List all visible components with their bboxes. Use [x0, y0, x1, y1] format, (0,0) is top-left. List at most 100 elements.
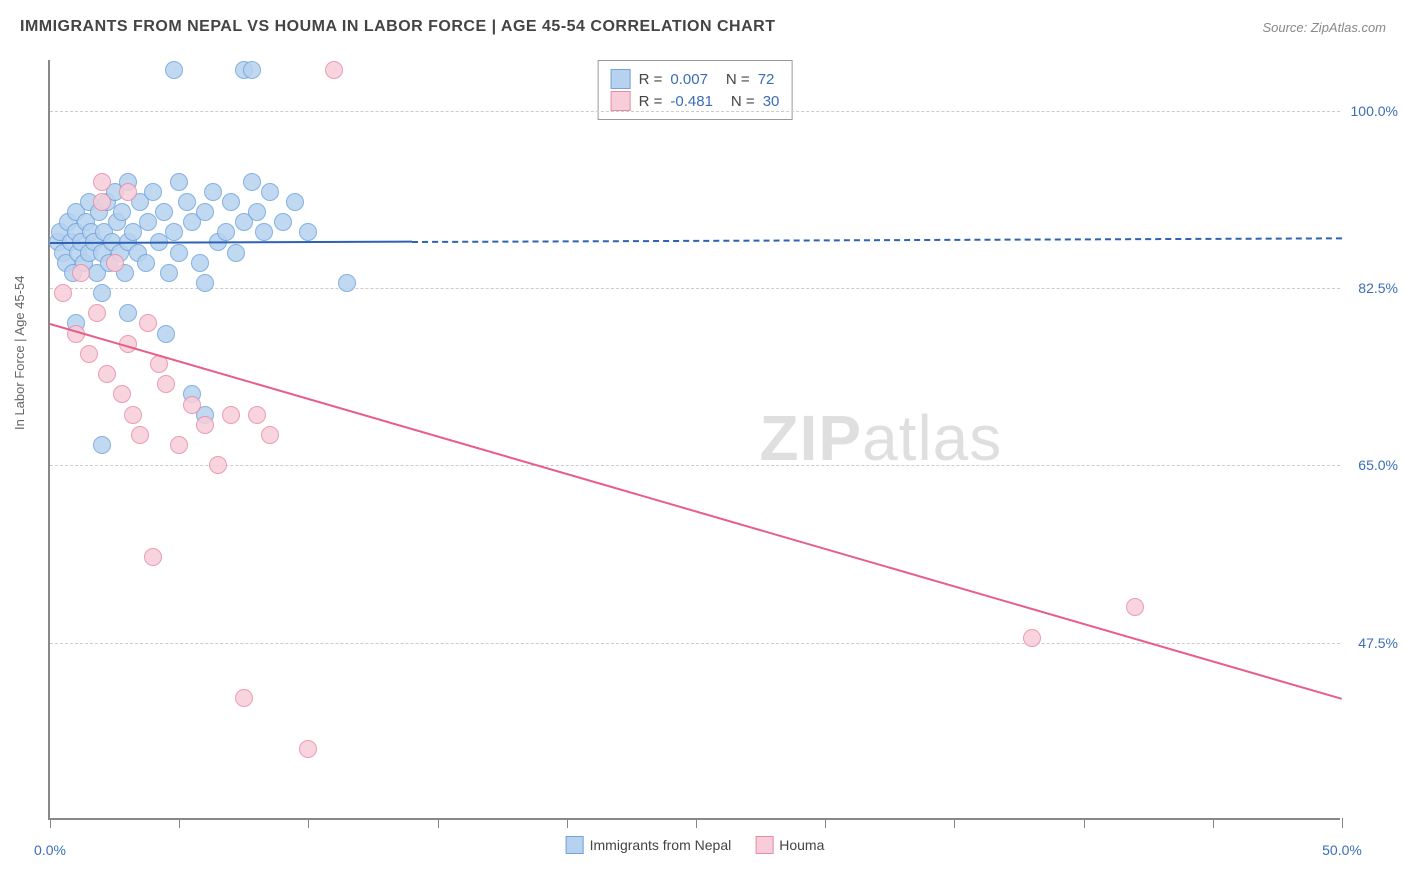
data-point	[165, 61, 183, 79]
x-tick	[825, 818, 826, 828]
data-point	[165, 223, 183, 241]
data-point	[144, 183, 162, 201]
data-point	[139, 314, 157, 332]
x-tick	[438, 818, 439, 828]
data-point	[160, 264, 178, 282]
data-point	[196, 203, 214, 221]
data-point	[255, 223, 273, 241]
data-point	[157, 375, 175, 393]
data-point	[170, 436, 188, 454]
y-tick-label: 65.0%	[1358, 457, 1398, 473]
data-point	[274, 213, 292, 231]
legend-r-label: R =	[639, 93, 663, 110]
chart-title: IMMIGRANTS FROM NEPAL VS HOUMA IN LABOR …	[20, 18, 775, 36]
watermark-light: atlas	[862, 402, 1002, 474]
data-point	[170, 173, 188, 191]
data-point	[204, 183, 222, 201]
data-point	[248, 203, 266, 221]
legend-row-houma: R = -0.481 N = 30	[611, 91, 780, 111]
series-swatch-nepal	[566, 836, 584, 854]
x-tick	[50, 818, 51, 828]
x-tick	[696, 818, 697, 828]
data-point	[1023, 629, 1041, 647]
trendline	[50, 323, 1343, 700]
data-point	[209, 456, 227, 474]
data-point	[124, 406, 142, 424]
legend-row-nepal: R = 0.007 N = 72	[611, 69, 780, 89]
data-point	[98, 365, 116, 383]
data-point	[119, 304, 137, 322]
data-point	[157, 325, 175, 343]
data-point	[217, 223, 235, 241]
data-point	[235, 689, 253, 707]
data-point	[183, 396, 201, 414]
data-point	[243, 61, 261, 79]
x-tick	[1084, 818, 1085, 828]
watermark: ZIPatlas	[760, 401, 1003, 475]
x-tick	[308, 818, 309, 828]
data-point	[261, 426, 279, 444]
data-point	[227, 244, 245, 262]
x-tick-label: 50.0%	[1322, 842, 1362, 858]
data-point	[170, 244, 188, 262]
chart-source: Source: ZipAtlas.com	[1262, 20, 1386, 35]
data-point	[106, 254, 124, 272]
data-point	[144, 548, 162, 566]
data-point	[243, 173, 261, 191]
series-legend-houma: Houma	[755, 836, 824, 854]
x-tick	[954, 818, 955, 828]
data-point	[261, 183, 279, 201]
y-tick-label: 100.0%	[1351, 103, 1398, 119]
chart-header: IMMIGRANTS FROM NEPAL VS HOUMA IN LABOR …	[20, 18, 1386, 36]
watermark-bold: ZIP	[760, 402, 863, 474]
data-point	[299, 740, 317, 758]
data-point	[124, 223, 142, 241]
series-swatch-houma	[755, 836, 773, 854]
data-point	[131, 426, 149, 444]
data-point	[119, 183, 137, 201]
data-point	[80, 345, 98, 363]
legend-n-value-houma: 30	[763, 93, 780, 110]
legend-n-value-nepal: 72	[758, 71, 775, 88]
series-legend: Immigrants from Nepal Houma	[566, 836, 825, 854]
legend-r-value-houma: -0.481	[670, 93, 713, 110]
data-point	[137, 254, 155, 272]
x-tick	[567, 818, 568, 828]
data-point	[93, 436, 111, 454]
x-tick	[179, 818, 180, 828]
legend-swatch-houma	[611, 91, 631, 111]
legend-swatch-nepal	[611, 69, 631, 89]
x-tick	[1213, 818, 1214, 828]
data-point	[113, 385, 131, 403]
data-point	[299, 223, 317, 241]
legend-n-label: N =	[731, 93, 755, 110]
trendline-extrapolated	[412, 237, 1342, 243]
data-point	[222, 193, 240, 211]
gridline-h	[50, 465, 1340, 466]
y-tick-label: 82.5%	[1358, 280, 1398, 296]
data-point	[191, 254, 209, 272]
data-point	[93, 193, 111, 211]
data-point	[325, 61, 343, 79]
series-label-houma: Houma	[779, 837, 824, 853]
gridline-h	[50, 288, 1340, 289]
data-point	[139, 213, 157, 231]
data-point	[248, 406, 266, 424]
legend-r-value-nepal: 0.007	[670, 71, 708, 88]
data-point	[222, 406, 240, 424]
data-point	[93, 284, 111, 302]
legend-n-label: N =	[726, 71, 750, 88]
data-point	[196, 416, 214, 434]
data-point	[155, 203, 173, 221]
y-tick-label: 47.5%	[1358, 635, 1398, 651]
gridline-h	[50, 111, 1340, 112]
data-point	[113, 203, 131, 221]
data-point	[72, 264, 90, 282]
y-axis-label: In Labor Force | Age 45-54	[12, 276, 27, 430]
series-label-nepal: Immigrants from Nepal	[590, 837, 732, 853]
x-tick-label: 0.0%	[34, 842, 66, 858]
x-tick	[1342, 818, 1343, 828]
data-point	[286, 193, 304, 211]
legend-r-label: R =	[639, 71, 663, 88]
data-point	[93, 173, 111, 191]
